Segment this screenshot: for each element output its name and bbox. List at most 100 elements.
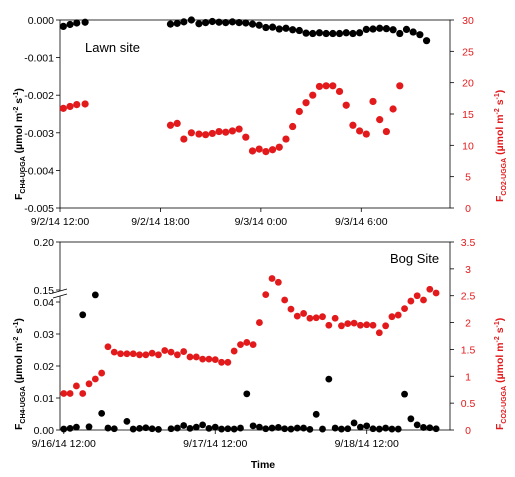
bog-co2-point (293, 312, 301, 320)
bog-ch4-point (363, 422, 371, 430)
lawn-co2-point (342, 101, 350, 109)
bog-co2-point (344, 320, 352, 328)
lawn-panel-label: Lawn site (85, 40, 140, 55)
lawn-right-tick-label: 20 (462, 78, 474, 90)
bog-x-tick-label: 9/18/14 12:00 (335, 438, 399, 450)
bog-co2-point (243, 339, 251, 346)
bog-ch4-point (173, 424, 181, 432)
bog-co2-point (287, 305, 295, 313)
bog-site-chart: Bog Site 0.20 0.150.04 0.03 0.02 0.01 0.00 3.… (13, 237, 508, 471)
bog-co2-point (192, 353, 200, 361)
lawn-left-tick-label: -0.003 (24, 128, 54, 140)
lawn-left-tick-label: -0.004 (24, 165, 54, 177)
lawn-ch4-point (66, 20, 74, 29)
bog-x-axis-title: Time (251, 459, 275, 471)
lawn-right-tick-label: 25 (462, 46, 474, 58)
bog-ch4-point (274, 424, 282, 431)
lawn-co2-point (81, 100, 89, 108)
bog-ch4-point (281, 425, 289, 433)
bog-ch4-point (85, 423, 93, 431)
lawn-co2-point (329, 82, 337, 90)
lawn-ch4-point (222, 19, 230, 27)
bog-ch4-point (98, 409, 106, 417)
bog-co2-point (262, 291, 270, 299)
bog-co2-point (375, 329, 383, 337)
lawn-co2-point (335, 87, 344, 96)
bog-ch4-point (142, 424, 150, 432)
bog-ch4-point (432, 425, 440, 433)
bog-right-tick-label: 0.5 (461, 398, 476, 410)
bog-ch4-point (319, 425, 326, 433)
lawn-right-ticks: 30 25 20 15 10 5 0 (450, 15, 474, 215)
bog-ch4-point (268, 424, 276, 432)
lawn-co2-point (242, 133, 250, 141)
lawn-co2-point (356, 127, 364, 135)
lawn-right-tick-label: 30 (462, 15, 474, 27)
bog-right-tick-label: 3.5 (461, 237, 476, 249)
lawn-ch4-point (349, 29, 357, 38)
bog-ch4-point (199, 421, 207, 429)
bog-ch4-point (356, 423, 364, 431)
lawn-left-axis-label: FCH4-UGGA (µmol m-2 s-1) (13, 88, 27, 200)
bog-co2-point (123, 350, 131, 358)
bog-ch4-point (155, 425, 162, 433)
lawn-ch4-point (73, 19, 81, 27)
bog-x-tick-label: 9/17/14 12:00 (183, 438, 247, 450)
lawn-co2-point (382, 127, 390, 136)
bog-x-tick-label: 9/16/14 12:00 (32, 438, 96, 450)
bog-ch4-point (262, 425, 270, 433)
bog-co2-point (85, 380, 93, 388)
lawn-ch4-point (322, 29, 330, 38)
bog-ch4-point (407, 415, 415, 423)
bog-ch4-point (325, 375, 333, 383)
bog-co2-point (211, 356, 219, 364)
bog-ch4-point (287, 425, 295, 433)
lawn-ch4-point (262, 23, 270, 32)
bog-left-tick-label: 0.00 (34, 425, 55, 437)
bog-ch4-point (91, 291, 99, 299)
lawn-left-tick-label: -0.001 (24, 53, 54, 65)
bog-ch4-point (300, 424, 307, 432)
bog-co2-point (110, 348, 118, 356)
bog-co2-point (356, 321, 364, 329)
bog-right-tick-label: 2 (465, 318, 471, 330)
lawn-ch4-point (402, 25, 411, 33)
bog-ch4-point (388, 425, 396, 433)
lawn-left-tick-label: -0.002 (24, 90, 54, 102)
lawn-ch4-point (235, 19, 243, 27)
lawn-co2-point (73, 101, 81, 109)
lawn-co2-point (349, 121, 357, 129)
lawn-co2-point (396, 82, 404, 90)
lawn-ch4-point (369, 25, 377, 33)
lawn-co2-point (268, 146, 277, 154)
lawn-x-tick-label: 9/2/14 18:00 (131, 216, 190, 228)
lawn-co2-point (202, 131, 210, 139)
bog-co2-point (306, 314, 314, 322)
lawn-x-tick-label: 9/3/14 0:00 (235, 216, 288, 228)
lawn-co2-point (376, 116, 384, 124)
bog-left-tick-label: 0.20 (34, 237, 55, 249)
bog-ch4-point (110, 425, 118, 433)
bog-ch4-point (382, 424, 390, 432)
bog-left-tick-label: 0.03 (34, 329, 55, 341)
lawn-co2-point (262, 148, 270, 156)
lawn-plot-frame (59, 19, 451, 209)
lawn-ch4-point (356, 29, 364, 37)
bog-ch4-point (73, 423, 80, 431)
lawn-co2-point (195, 130, 203, 138)
lawn-ch4-point (376, 24, 384, 32)
bog-right-tick-label: 3 (465, 264, 471, 276)
bog-right-ticks: 3.5 3 2.5 2 1.5 1 0.5 0 (450, 237, 475, 437)
lawn-right-tick-label: 5 (465, 172, 471, 184)
lawn-ch4-point (382, 25, 390, 33)
lawn-ch4-point (289, 26, 297, 34)
lawn-ch4-point (202, 19, 210, 27)
lawn-co2-point (302, 99, 310, 107)
bog-ch4-point (218, 425, 225, 433)
bog-ch4-point (66, 425, 74, 432)
bog-co2-point (237, 341, 244, 348)
bog-co2-point (407, 297, 415, 305)
bog-ch4-point (211, 423, 219, 431)
lawn-ch4-point (282, 24, 290, 32)
bog-co2-point (420, 296, 427, 304)
